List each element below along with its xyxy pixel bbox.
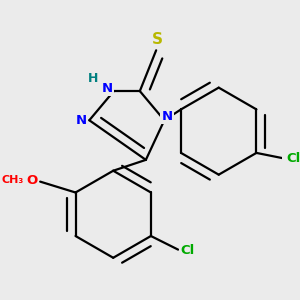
Text: N: N — [161, 110, 172, 123]
Text: O: O — [26, 174, 38, 187]
Text: Cl: Cl — [181, 244, 195, 257]
Text: S: S — [152, 32, 163, 47]
Text: N: N — [101, 82, 112, 95]
Text: H: H — [88, 72, 99, 86]
Text: Cl: Cl — [286, 152, 300, 165]
Text: CH₃: CH₃ — [2, 175, 24, 185]
Text: N: N — [76, 114, 87, 127]
